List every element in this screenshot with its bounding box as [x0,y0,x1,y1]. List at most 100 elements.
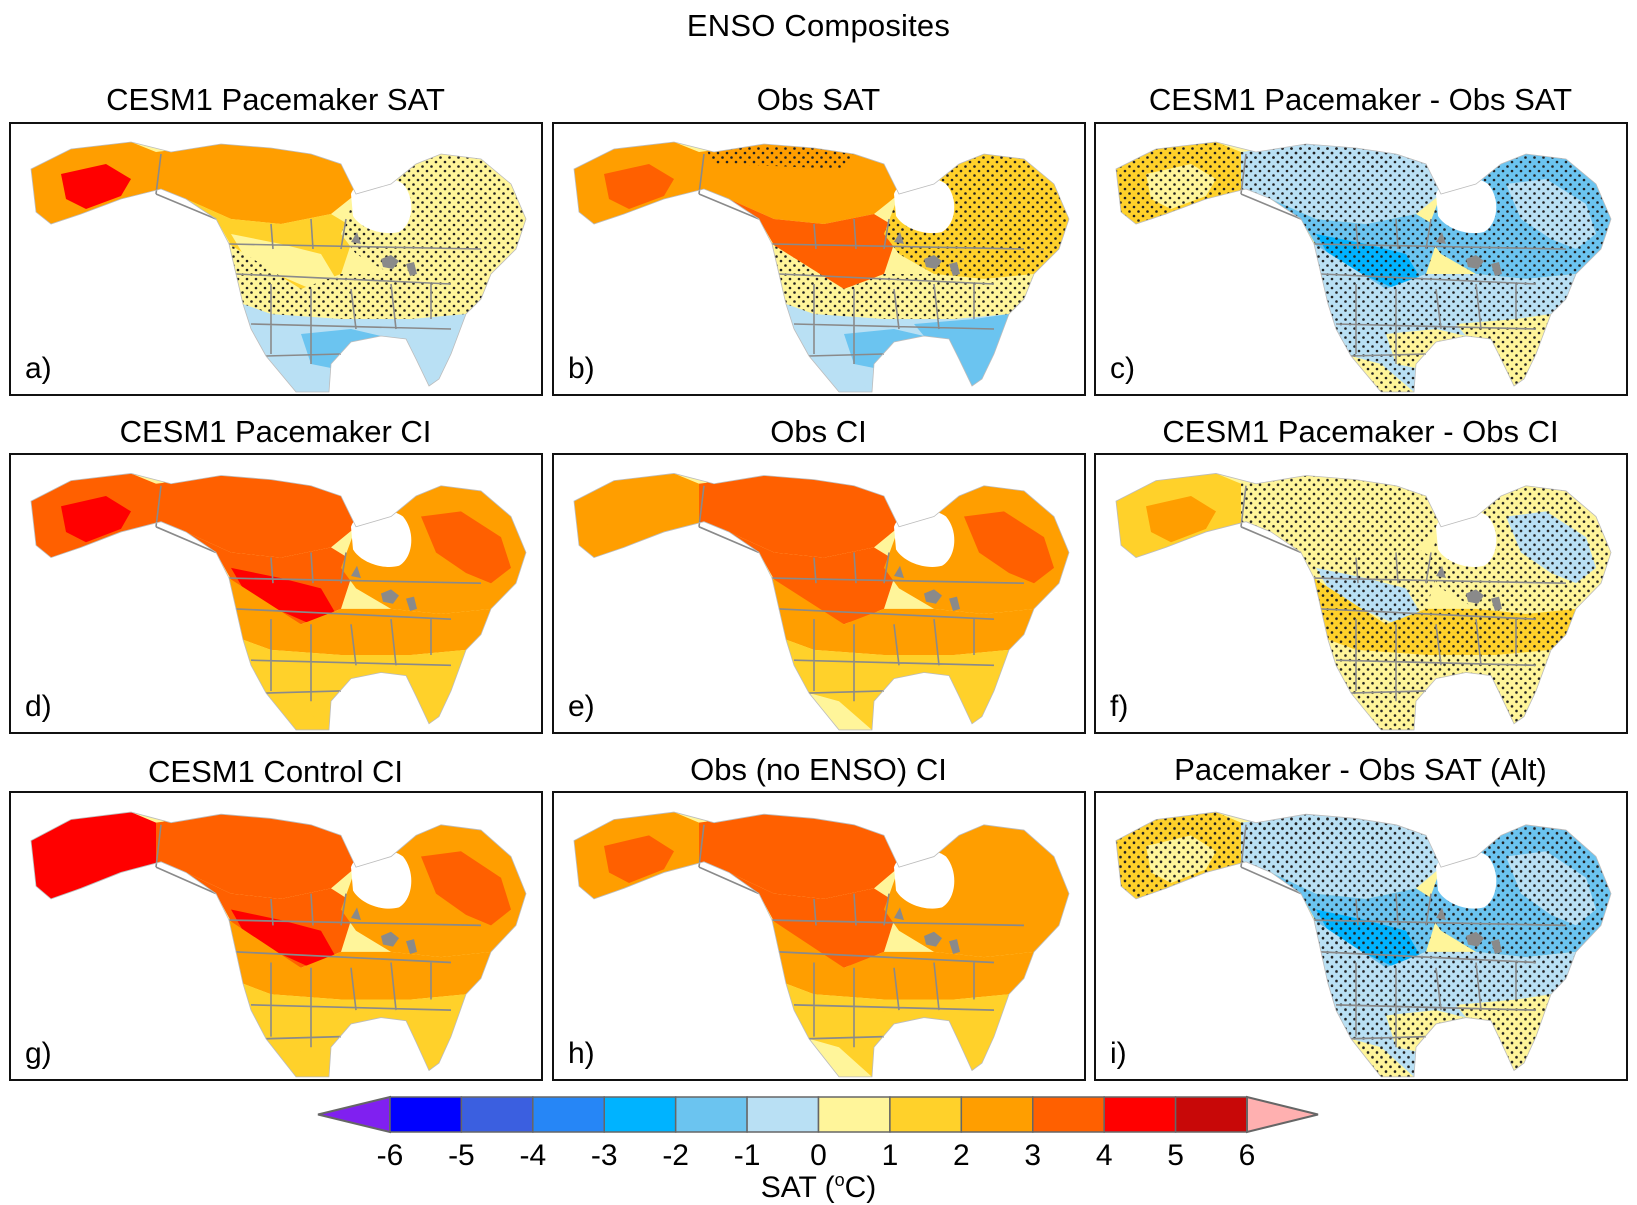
coastline [1115,811,1612,1078]
land-fill [31,142,526,392]
panel-label-i: i) [1110,1037,1127,1070]
panel-title-b: Obs SAT [756,82,881,117]
region-southeast [914,994,1009,1071]
coastline [30,141,527,393]
colorbar-bin [817,1096,891,1133]
coastline [573,141,1070,393]
map-panel-g: g) [9,791,543,1081]
hudson-bay [894,177,955,234]
colorbar-tick-label: -6 [376,1139,404,1172]
map-panel-a: a) [9,122,543,396]
land-fill [574,473,1069,730]
land-fill [1116,812,1611,1077]
hudson-bay [894,850,955,909]
political-borders [155,153,482,364]
region-mexico [809,1038,872,1077]
political-borders [698,153,1025,364]
panel-title-c: CESM1 Pacemaker - Obs SAT [1148,82,1573,117]
map-panel-d: d) [9,453,543,734]
region-alaskaCore [61,835,131,884]
map-panel-f: f) [1094,453,1628,734]
region-southeast [371,314,466,386]
land-fill [1116,142,1611,392]
stipple-alaska [1116,812,1246,899]
political-borders [1240,824,1567,1048]
coastline [30,811,527,1078]
coastline [1115,141,1612,393]
great-lakes [894,907,960,955]
figure-title: ENSO Composites [686,8,951,43]
colorbar-tick-label: -5 [448,1139,475,1172]
stipple-northUS [1314,244,1576,319]
colorbar-bin [460,1096,534,1133]
hudson-bay [894,510,955,567]
region-gulfCore [301,665,381,707]
stipple-northUS [772,244,1034,319]
land-fill [31,473,526,730]
land-fill [574,142,1069,392]
region-nwCanada [156,814,356,899]
region-prairieCore [231,234,336,289]
political-borders [1240,485,1567,702]
map-b [573,141,1070,393]
region-prairieCore [774,234,879,289]
panel-title-f: CESM1 Pacemaker - Obs CI [1162,414,1559,449]
colorbar-tick-label: -3 [590,1139,618,1172]
map-d [30,473,527,731]
map-panel-i: i) [1094,791,1628,1081]
region-southeast [914,649,1009,724]
colorbar-bin [960,1096,1034,1133]
colorbar-tick-label: -2 [662,1139,689,1172]
panel-label-h: h) [568,1037,595,1070]
land-fill [574,812,1069,1077]
region-northUS [229,578,491,656]
region-alaskaCore [604,835,674,884]
panel-title-i: Pacemaker - Obs SAT (Alt) [1174,752,1547,787]
region-prairieCore [231,567,336,625]
great-lakes [351,907,417,955]
region-southeast [371,994,466,1071]
region-mexico [809,356,872,392]
stipple-southUS [1328,983,1551,1077]
colorbar-label: SAT (oC) [760,1170,877,1204]
region-alaskaCore [1146,496,1216,543]
political-borders [155,824,482,1048]
panel-label-a: a) [25,352,52,385]
land-fill [1116,473,1611,730]
region-southeast [371,649,466,724]
map-panel-h: h) [552,791,1086,1081]
coastline [30,473,527,731]
region-mexico [266,356,329,392]
colorbar-bin [674,1096,748,1133]
colorbar-tick-label: 2 [952,1139,970,1172]
hudson-bay [351,177,412,234]
political-borders [698,485,1025,702]
colorbar-bin [746,1096,820,1133]
colorbar-tick-label: 1 [881,1139,899,1172]
colorbar-bin [1032,1096,1105,1133]
region-prairieCore [231,909,336,968]
colorbar-label-var: SAT [760,1171,817,1204]
region-nwCanada [699,814,899,899]
region-gulfCore [844,665,924,707]
panel-label-g: g) [25,1037,52,1070]
stipple-northUS [229,244,491,319]
region-prairieCore [774,567,879,625]
region-northUS [772,920,1034,1000]
panel-title-e: Obs CI [770,414,867,449]
colorbar-label-unit: C [844,1171,867,1204]
map-f [1115,473,1612,731]
stipple-arctic [1246,146,1396,169]
stipple-arctic [704,146,854,169]
region-northUS [229,920,491,1000]
colorbar-bin [1174,1096,1248,1133]
region-labrador [421,511,511,584]
colorbar-under-triangle [317,1095,391,1134]
hudson-bay [351,510,412,567]
panel-title-h: Obs (no ENSO) CI [690,752,947,787]
map-g [30,811,527,1078]
hudson-bay [1436,177,1497,234]
panel-title-a: CESM1 Pacemaker SAT [106,82,445,117]
map-panel-e: e) [552,453,1086,734]
map-c [1115,141,1612,393]
